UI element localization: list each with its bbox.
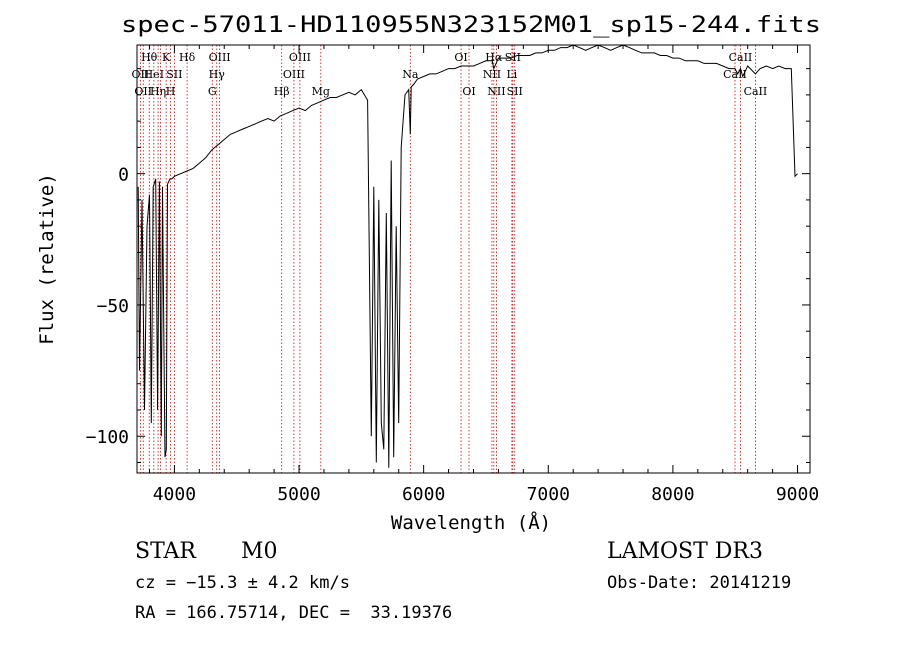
line-marker-labels: OIIOIIHθHeIHηKHSIIHδGHγOIIIHβOIIIOIIIMgN… [132,51,768,98]
x-tick-label: 7000 [527,484,570,505]
line-marker-label: HeI [144,68,164,81]
object-subclass: M0 [241,539,278,564]
line-marker-label: Hθ [141,51,158,64]
line-marker-label: Na [402,68,419,81]
line-markers [139,45,756,473]
survey-name: LAMOST DR3 [607,539,763,564]
plot-frame [136,44,811,474]
line-marker-label: Li [506,68,517,81]
y-tick-label: −100 [86,427,129,448]
line-marker-label: OIII [289,51,311,64]
line-marker-label: CaII [729,51,753,64]
line-marker-label: SII [166,68,182,81]
line-marker-label: H [166,85,176,98]
line-marker-label: OIII [209,51,231,64]
object-class: STAR [135,539,196,564]
x-tick-label: 4000 [153,484,196,505]
line-marker-label: OIII [283,68,305,81]
line-marker-label: SII [507,85,523,98]
line-marker-label: NII [483,68,501,81]
x-tick-label: 6000 [402,484,445,505]
spectrum-series [137,44,798,468]
x-tick-label: 9000 [776,484,819,505]
line-marker-label: OI [462,85,475,98]
y-tick-label: −50 [96,296,129,317]
y-tick-label: 0 [118,165,129,186]
line-marker-label: Hη [150,85,166,98]
line-marker-label: OII [132,68,150,81]
redshift-value: cz = −15.3 ± 4.2 km/s [135,573,350,593]
line-marker-label: G [208,85,217,98]
line-marker-label: NII [487,85,505,98]
x-axis-label: Wavelength (Å) [391,511,551,534]
x-tick-label: 8000 [651,484,694,505]
chart-title: spec-57011-HD110955N323152M01_sp15-244.f… [121,13,821,38]
line-marker-label: Hδ [179,51,196,64]
observation-date: Obs-Date: 20141219 [607,573,792,593]
line-marker-label: Hα [485,51,503,64]
line-marker-label: OI [454,51,467,64]
line-marker-label: Hβ [274,85,290,98]
x-axis: 4000 5000 6000 7000 8000 9000 [148,45,819,505]
y-axis-label: Flux (relative) [36,173,58,345]
line-marker-label: K [162,51,171,64]
y-axis: 0 −50 −100 [86,68,810,463]
line-marker-label: CaII [744,85,768,98]
line-marker-label: Hγ [209,68,226,81]
x-tick-label: 5000 [277,484,320,505]
coordinates: RA = 166.75714, DEC = 33.19376 [135,603,453,623]
line-marker-label: Mg [312,85,330,98]
